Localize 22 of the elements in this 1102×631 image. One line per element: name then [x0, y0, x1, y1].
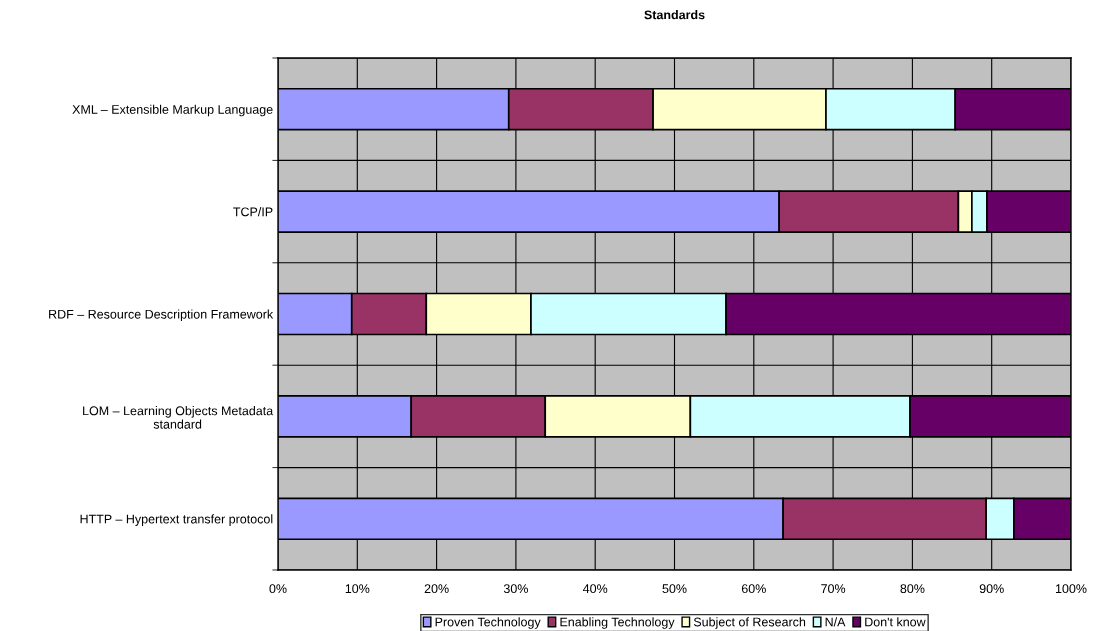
- y-tick-label: HTTP – Hypertext transfer protocol: [80, 514, 273, 526]
- x-tick-label: 100%: [1055, 584, 1087, 594]
- y-tick-label: RDF – Resource Description Framework: [49, 309, 274, 322]
- chart-title: Standards: [644, 10, 705, 20]
- legend-label: Enabling Technology: [560, 617, 675, 629]
- y-tick-label: XML – Extensible Markup Language: [72, 104, 273, 117]
- x-tick-label: 30%: [503, 584, 528, 594]
- x-tick-label: 50%: [662, 584, 687, 594]
- x-tick-label: 80%: [900, 584, 925, 594]
- y-tick-label: TCP/IP: [233, 207, 273, 217]
- legend-label: N/A: [825, 617, 846, 627]
- legend-label: Subject of Research: [693, 617, 806, 629]
- y-tick-label: LOM – Learning Objects Metadata standard: [83, 406, 274, 429]
- x-tick-label: 10%: [345, 584, 370, 594]
- x-tick-label: 0%: [269, 584, 287, 594]
- x-tick-label: 40%: [582, 584, 608, 594]
- legend-label: Don't know: [865, 617, 926, 627]
- x-tick-label: 90%: [979, 584, 1004, 594]
- legend-label: Proven Technology: [435, 617, 541, 629]
- x-tick-label: 20%: [424, 584, 449, 594]
- x-tick-label: 70%: [821, 584, 846, 594]
- x-tick-label: 60%: [741, 584, 766, 594]
